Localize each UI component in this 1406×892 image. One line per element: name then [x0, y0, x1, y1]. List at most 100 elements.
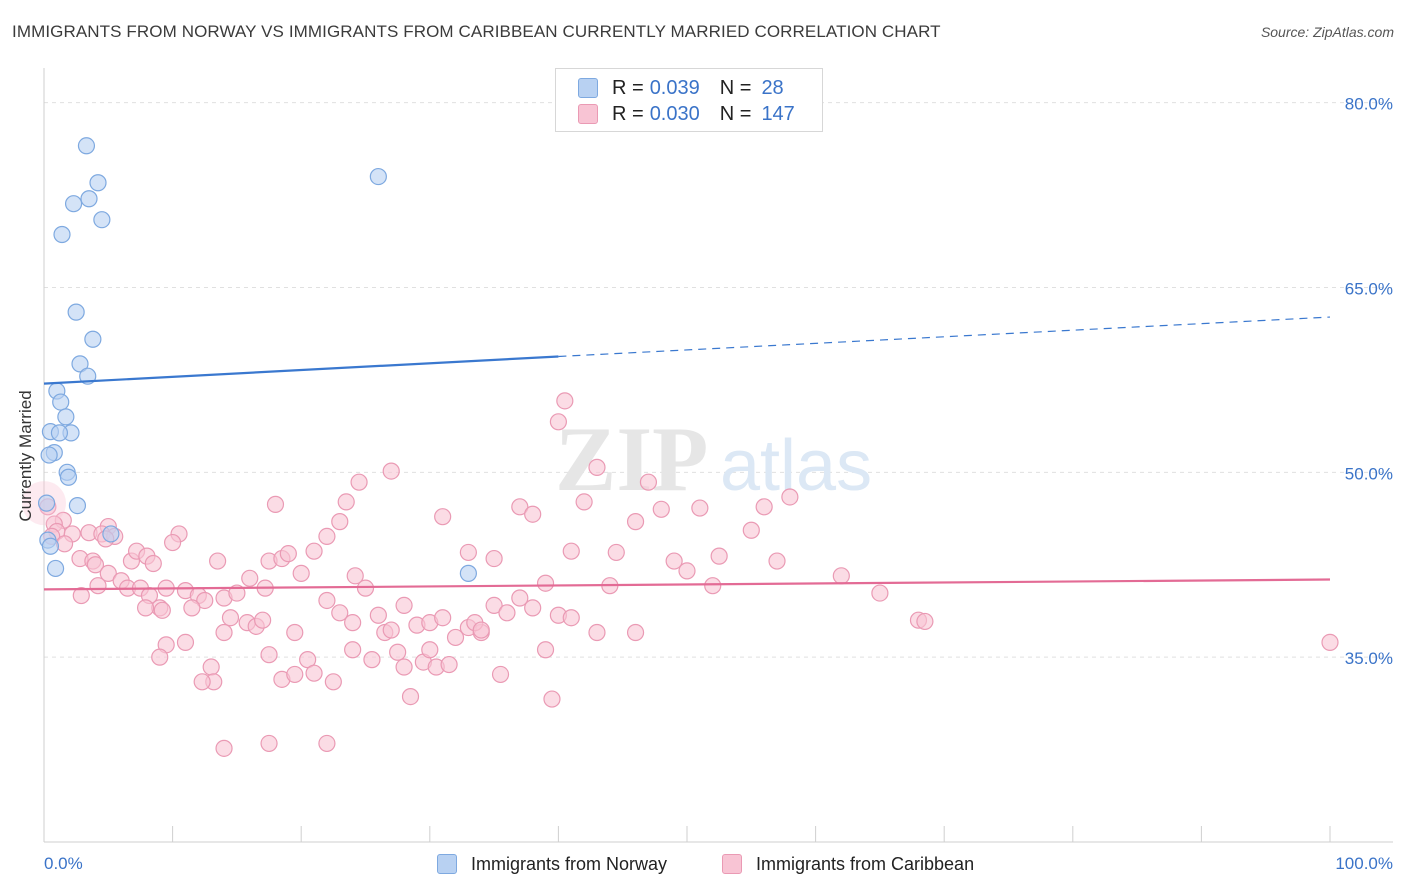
- legend-row-caribbean: R = 0.030 N = 147: [578, 102, 795, 126]
- caribbean-point: [871, 584, 889, 602]
- legend-n-label: N =: [719, 76, 752, 99]
- caribbean-point: [575, 493, 593, 511]
- caribbean-point: [215, 739, 233, 757]
- caribbean-point: [196, 591, 214, 610]
- norway-point: [64, 195, 83, 213]
- caribbean-point: [164, 533, 182, 552]
- watermark-zip: ZIP: [555, 408, 708, 510]
- trend-lines: [43, 316, 1331, 591]
- norway-legend-swatch: [437, 854, 457, 874]
- caribbean-swatch: [578, 104, 598, 124]
- caribbean-point: [318, 527, 336, 546]
- caribbean-point: [99, 564, 117, 582]
- legend-caribbean-r: 0.030: [649, 102, 700, 125]
- caribbean-point: [549, 413, 568, 431]
- norway-point: [46, 559, 65, 578]
- caribbean-point: [524, 505, 542, 523]
- caribbean-point: [86, 556, 105, 574]
- legend-caribbean-n: 147: [761, 102, 795, 125]
- caribbean-point: [337, 493, 355, 511]
- caribbean-point: [215, 623, 233, 642]
- norway-point: [67, 303, 85, 321]
- caribbean-point: [193, 673, 211, 691]
- caribbean-point: [331, 604, 349, 622]
- caribbean-point: [536, 641, 555, 659]
- source-credit: Source: ZipAtlas.com: [1260, 24, 1394, 40]
- caribbean-point: [742, 521, 760, 539]
- caribbean-point: [498, 604, 516, 622]
- caribbean-point: [279, 545, 297, 563]
- caribbean-point: [491, 665, 510, 684]
- caribbean-point: [652, 500, 670, 518]
- norway-point: [37, 494, 56, 512]
- x-tick-label-max: 100.0%: [1335, 854, 1393, 873]
- caribbean-point: [382, 621, 400, 639]
- caribbean-point: [459, 543, 477, 562]
- caribbean-point: [324, 673, 342, 691]
- caribbean-point: [781, 488, 799, 506]
- caribbean-legend-swatch: [722, 854, 742, 874]
- caribbean-point: [434, 508, 452, 526]
- y-axis-label: Currently Married: [16, 390, 35, 522]
- caribbean-point: [485, 596, 503, 615]
- caribbean-point: [153, 601, 171, 619]
- caribbean-point: [209, 552, 227, 570]
- caribbean-point: [562, 542, 580, 560]
- caribbean-point: [665, 552, 683, 570]
- caribbean-point: [691, 499, 709, 517]
- norway-point: [102, 525, 120, 543]
- caribbean-point: [305, 664, 323, 682]
- y-tick-label: 35.0%: [1345, 649, 1393, 668]
- caribbean-point: [543, 690, 561, 708]
- caribbean-point: [446, 628, 465, 647]
- caribbean-point: [389, 643, 407, 661]
- caribbean-legend-label: Immigrants from Caribbean: [756, 853, 975, 874]
- bottom-legend-norway: Immigrants from Norway: [437, 851, 667, 877]
- caribbean-point: [434, 609, 452, 627]
- norway-point: [71, 355, 89, 373]
- y-tick-label: 65.0%: [1345, 279, 1393, 298]
- caribbean-point: [72, 586, 90, 605]
- norway-trend-line: [43, 355, 559, 385]
- caribbean-point: [260, 646, 278, 664]
- caribbean-point: [344, 614, 362, 632]
- legend-r-label: R =: [612, 76, 644, 99]
- caribbean-point: [356, 579, 375, 597]
- y-tick-label: 50.0%: [1345, 464, 1393, 483]
- caribbean-point: [401, 687, 420, 706]
- norway-point: [52, 393, 70, 411]
- caribbean-point: [318, 591, 336, 610]
- caribbean-point: [331, 513, 349, 531]
- caribbean-point: [639, 473, 658, 491]
- norway-point: [68, 496, 87, 515]
- norway-point: [59, 468, 78, 486]
- caribbean-point: [176, 633, 195, 651]
- norway-trend-extension: [558, 316, 1331, 358]
- caribbean-point: [260, 734, 278, 753]
- caribbean-point: [266, 495, 285, 513]
- norway-point: [93, 211, 111, 229]
- norway-legend-label: Immigrants from Norway: [471, 853, 668, 874]
- caribbean-point: [221, 609, 240, 627]
- caribbean-point: [440, 655, 458, 674]
- legend-norway-n: 28: [761, 76, 784, 99]
- caribbean-point: [562, 609, 580, 627]
- caribbean-point: [318, 734, 336, 753]
- caribbean-point: [382, 462, 400, 480]
- caribbean-point: [369, 606, 387, 624]
- norway-point: [53, 225, 71, 244]
- caribbean-point: [524, 599, 542, 617]
- y-tick-labels: 35.0% 50.0% 65.0% 80.0%: [1345, 95, 1393, 669]
- caribbean-point: [292, 564, 310, 582]
- caribbean-point: [704, 577, 722, 595]
- caribbean-point: [678, 562, 696, 580]
- caribbean-point: [607, 543, 625, 562]
- caribbean-point: [144, 554, 162, 573]
- norway-point: [77, 137, 96, 155]
- caribbean-point: [626, 623, 645, 642]
- norway-point: [50, 424, 69, 442]
- caribbean-point: [286, 623, 304, 642]
- norway-point: [84, 330, 102, 348]
- caribbean-point: [511, 498, 529, 516]
- norway-point: [459, 564, 477, 582]
